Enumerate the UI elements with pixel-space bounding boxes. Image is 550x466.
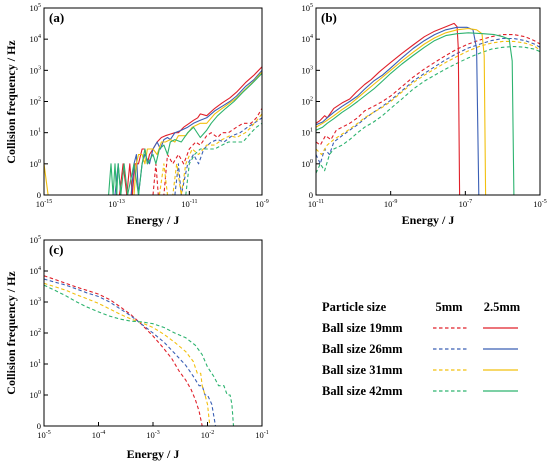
- panel-b-xtick-label-2: 10-7: [459, 199, 473, 209]
- panel-b-series-ball-size-26mm-solid: [316, 26, 480, 195]
- panel-b-ytick-label-4: 103: [302, 65, 314, 75]
- panel-c-xtick-label-0: 10-5: [37, 430, 51, 440]
- legend-header: Particle size: [322, 300, 387, 314]
- panel-b-series-ball-size-19mm-dashed: [316, 34, 540, 146]
- legend-col-solid: 2.5mm: [484, 300, 521, 314]
- panel-a-series-ball-size-31mm-solid: [44, 71, 262, 195]
- panel-a-plot: 10-15 10-13 10-11 10-9 0 100 101 102 103 104 105: [30, 3, 269, 209]
- panel-a-label: (a): [49, 10, 64, 25]
- panel-a-ytick-label-5: 104: [30, 34, 42, 44]
- panel-a-xtick-label-1: 10-13: [108, 199, 125, 209]
- panel-c-ytick-label-6: 105: [30, 235, 42, 245]
- panel-b-plot: 10-11 10-9 10-7 10-5 0 100 101 102 103 104 105: [302, 3, 547, 209]
- panel-c-ytick-label-1: 100: [30, 390, 42, 400]
- panel-a-xtick-label-0: 10-15: [36, 199, 53, 209]
- legend-rows: Ball size 19mm Ball size 26mm Ball size 31…: [322, 321, 518, 398]
- panel-a-xtick-label-2: 10-11: [181, 199, 197, 209]
- panel-a-ytick-label-6: 105: [30, 3, 42, 13]
- panel-a-ytick-label-4: 103: [30, 65, 42, 75]
- legend-entry-label: Ball size 26mm: [322, 342, 403, 356]
- panel-b-ytick-label-6: 105: [302, 3, 314, 13]
- panel-b-ytick-label-0: 0: [309, 190, 313, 200]
- panel-c-ytick-label-4: 103: [30, 297, 42, 307]
- panel-b-ytick-label-5: 104: [302, 34, 314, 44]
- legend-col-dashed: 5mm: [435, 300, 463, 314]
- panel-a-ytick-label-0: 0: [37, 190, 41, 200]
- panel-c-ylabel: Collision frequency / Hz: [4, 271, 18, 395]
- legend: Particle size 5mm 2.5mm Ball size 19mmBa…: [322, 300, 521, 398]
- panel-b-xtick-label-1: 10-9: [384, 199, 398, 209]
- panel-c-xtick-label-2: 10-3: [146, 430, 160, 440]
- panel-a-series-ball-size-42mm-dashed: [185, 122, 262, 195]
- panel-b-series-ball-size-42mm-solid: [316, 32, 515, 195]
- panel-a: 10-15 10-13 10-11 10-9 0 100 101 102 103 104 105 (…: [4, 3, 269, 227]
- panel-c: 10-5 10-4 10-3 10-2 10-10100101102103104105 …: [4, 235, 269, 461]
- panel-a-xlabel: Energy / J: [127, 213, 180, 227]
- legend-entry-label: Ball size 31mm: [322, 363, 403, 377]
- panel-a-frame: [43, 7, 263, 196]
- panel-c-frame: [43, 239, 263, 427]
- panel-a-ylabel: Collision frequency / Hz: [4, 40, 18, 164]
- panel-b-series-ball-size-26mm-dashed: [316, 37, 540, 165]
- panel-b-series-ball-size-31mm-solid: [316, 27, 487, 195]
- panel-a-series-ball-size-19mm-solid: [118, 66, 262, 195]
- panel-b-series-ball-size-19mm-solid: [316, 22, 461, 195]
- panel-c-xtick-label-1: 10-4: [92, 430, 106, 440]
- panel-b-xtick-label-0: 10-11: [308, 199, 324, 209]
- panel-c-series-ball-size-26mm-dashed: [44, 278, 217, 426]
- panel-a-series-ball-size-42mm-solid: [108, 73, 262, 195]
- panel-c-ytick-label-5: 104: [30, 266, 42, 276]
- panel-c-series-ball-size-31mm-dashed: [44, 282, 211, 426]
- panel-a-series-ball-size-31mm-dashed: [158, 113, 262, 195]
- panel-b-label: (b): [321, 10, 337, 25]
- panel-a-ytick-label-2: 101: [30, 128, 42, 138]
- panel-a-series-ball-size-26mm-solid: [114, 69, 262, 195]
- panel-a-series-ball-size-19mm-dashed: [152, 108, 262, 195]
- panel-a-ytick-label-3: 102: [30, 97, 42, 107]
- panel-b-ytick-label-1: 100: [302, 159, 314, 169]
- panel-c-plot: 10-5 10-4 10-3 10-2 10-1 0 100 101 102 103 104 105: [30, 235, 269, 440]
- legend-entry-label: Ball size 42mm: [322, 384, 403, 398]
- panel-c-series-ball-size-42mm-dashed: [44, 284, 235, 426]
- panel-b-series-ball-size-31mm-dashed: [316, 40, 540, 156]
- panel-b-ytick-label-3: 102: [302, 97, 314, 107]
- panel-c-ytick-label-2: 101: [30, 359, 42, 369]
- panel-b-xtick-label-3: 10-5: [533, 199, 547, 209]
- panel-b: 10-11 10-9 10-7 10-5 0 100 101 102 103 104 105 (b)…: [302, 3, 547, 227]
- panel-c-ytick-label-0: 0: [37, 421, 41, 431]
- legend-entry-label: Ball size 19mm: [322, 321, 403, 335]
- panel-a-xtick-label-3: 10-9: [255, 199, 269, 209]
- panel-c-xlabel: Energy / J: [127, 447, 180, 461]
- panel-a-series-ball-size-26mm-dashed: [174, 117, 262, 195]
- panel-c-xtick-label-4: 10-1: [255, 430, 269, 440]
- panel-c-series-ball-size-19mm-dashed: [44, 275, 203, 426]
- panel-c-ytick-label-3: 102: [30, 328, 42, 338]
- panel-b-series-ball-size-42mm-dashed: [316, 45, 540, 174]
- panel-b-xlabel: Energy / J: [402, 213, 455, 227]
- panel-c-label: (c): [49, 242, 63, 257]
- panel-b-ytick-label-2: 101: [302, 128, 314, 138]
- panel-b-frame: [315, 7, 541, 196]
- panel-a-ytick-label-1: 100: [30, 159, 42, 169]
- panel-c-xtick-label-3: 10-2: [201, 430, 215, 440]
